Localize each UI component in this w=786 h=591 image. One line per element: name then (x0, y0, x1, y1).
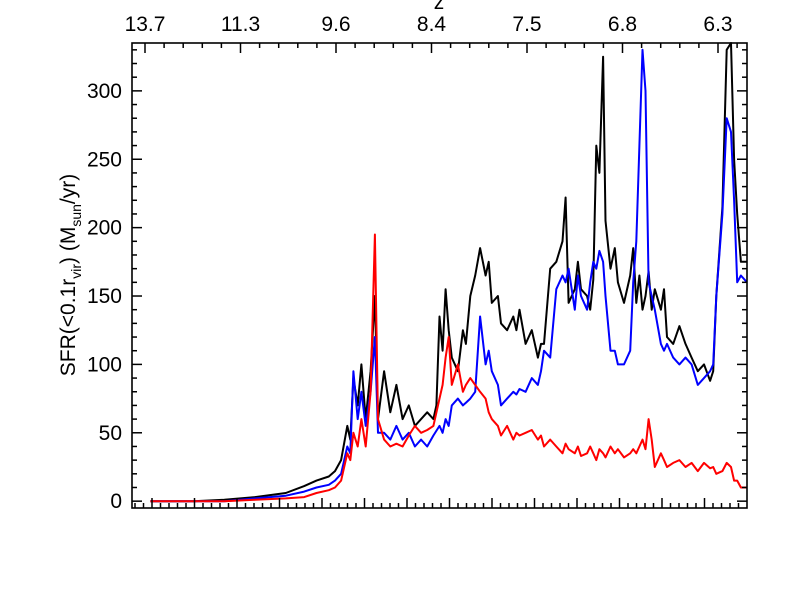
top-tick-label: 13.7 (125, 13, 166, 36)
top-axis-label: z (434, 0, 445, 14)
series-line-1 (150, 42, 747, 503)
top-tick-label: 9.6 (321, 13, 350, 36)
series-line-3 (150, 233, 747, 503)
top-tick-label: 6.8 (608, 13, 637, 36)
series-line-2 (150, 48, 748, 503)
top-tick-label: 11.3 (221, 13, 260, 36)
labels-layer: 0 50 100 150 200 250 300 13.7 11.3 9.6 8.4 7.5 6.8 6.… (87, 13, 733, 513)
y-tick-label: 200 (87, 217, 122, 240)
top-tick-label: 7.5 (512, 13, 541, 36)
y-axis-title-sub1: vir (68, 264, 84, 279)
y-axis-title-end: /yr) (57, 174, 80, 204)
y-axis-title-main: SFR(<0.1r (57, 279, 80, 376)
top-tick-label: 6.3 (703, 13, 732, 36)
y-tick-label: 50 (99, 422, 122, 445)
y-axis-title-mid: ) (M (57, 227, 80, 264)
y-tick-label: 150 (87, 285, 122, 308)
y-tick-label: 0 (110, 490, 122, 513)
ticks-layer (132, 43, 747, 508)
top-tick-label: 8.4 (417, 13, 447, 36)
y-tick-label: 300 (87, 80, 122, 103)
series-layer (150, 42, 748, 503)
y-tick-label: 250 (87, 148, 122, 171)
y-axis-title: SFR(<0.1rvir) (Msun/yr) (57, 174, 84, 376)
y-axis-title-sub2: sun (68, 204, 84, 227)
y-tick-label: 100 (87, 353, 122, 376)
plot-frame (131, 42, 748, 509)
